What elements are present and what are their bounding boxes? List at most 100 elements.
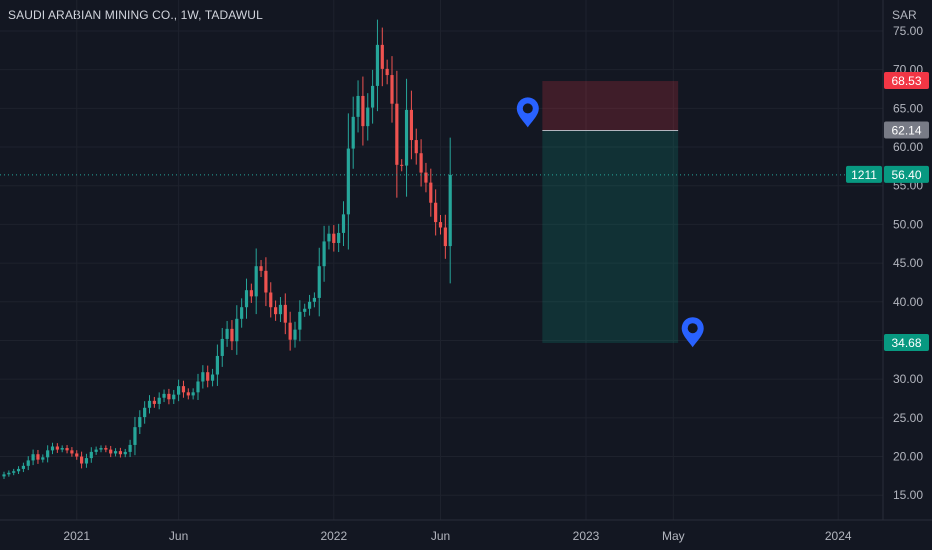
candle (157, 392, 161, 410)
candle (215, 344, 219, 386)
candle (118, 447, 122, 458)
candle (89, 447, 93, 463)
position-tool[interactable] (542, 81, 679, 343)
time-tick-label: 2024 (825, 529, 852, 543)
candle (99, 445, 103, 453)
candle (298, 300, 302, 342)
candle (220, 327, 224, 367)
candle (288, 311, 292, 351)
candle (244, 278, 249, 319)
candle (341, 201, 346, 247)
price-tick-label: 30.00 (893, 372, 923, 386)
take-profit-zone[interactable] (542, 130, 679, 343)
candle (240, 298, 244, 328)
price-tick-label: 75.00 (893, 24, 923, 38)
candle (143, 401, 147, 424)
candle (21, 462, 25, 473)
candle (31, 449, 35, 466)
entry-marker[interactable] (516, 97, 539, 128)
candle (274, 300, 278, 321)
candle (429, 168, 433, 217)
candle (264, 257, 268, 307)
candle (36, 449, 40, 464)
time-axis[interactable]: 2021 Jun 2022 Jun 2023 May 2024 (63, 529, 851, 543)
candle (443, 214, 447, 259)
time-tick-label: 2023 (573, 529, 600, 543)
candle (332, 225, 336, 252)
currency-label: SAR (892, 8, 917, 22)
price-tag (884, 72, 929, 90)
candle (128, 439, 132, 458)
candle (162, 389, 166, 403)
candle (123, 448, 127, 458)
candle (152, 396, 156, 408)
price-tick-label: 50.00 (893, 217, 923, 231)
candle (283, 293, 287, 335)
candle (303, 303, 307, 317)
candle (230, 320, 234, 351)
candle (7, 470, 11, 477)
stop-loss-zone[interactable] (542, 81, 679, 131)
candle (424, 162, 428, 193)
candle (278, 297, 283, 323)
candle (375, 19, 380, 112)
price-tag-label: 34.68 (891, 336, 921, 350)
candle (177, 379, 181, 402)
volume-tag (846, 165, 882, 183)
candle (55, 443, 59, 453)
candle (181, 380, 186, 398)
candle (46, 445, 50, 463)
candle (104, 445, 108, 453)
candle (75, 450, 79, 460)
candle (317, 247, 321, 317)
price-tags: 68.53 62.14 56.40 34.68 1211 (846, 72, 929, 351)
candle (438, 215, 443, 235)
price-tag-label: 62.14 (891, 123, 921, 137)
candle (210, 368, 215, 387)
markers[interactable] (516, 97, 704, 348)
candle (65, 445, 69, 454)
candle (409, 90, 413, 160)
candle (395, 70, 399, 198)
candle (80, 451, 84, 469)
candle (84, 453, 89, 468)
candle (371, 69, 375, 124)
candle (366, 93, 370, 141)
price-tick-label: 25.00 (893, 411, 923, 425)
candle (167, 388, 171, 405)
price-tag-label: 68.53 (891, 74, 921, 88)
candle (50, 442, 55, 455)
candle (390, 56, 394, 123)
candle (312, 292, 316, 308)
candle (434, 189, 438, 236)
candle (16, 466, 21, 475)
candle (113, 448, 118, 457)
candle (361, 76, 365, 146)
candle (138, 410, 142, 435)
candle (356, 80, 360, 133)
candle (322, 225, 326, 282)
candle (41, 454, 45, 463)
candle (206, 365, 210, 388)
candle (12, 468, 16, 476)
candle (414, 128, 418, 165)
time-tick-label: 2021 (63, 529, 90, 543)
volume-tag-label: 1211 (851, 168, 877, 182)
candle (70, 447, 74, 457)
price-tick-label: 45.00 (893, 256, 923, 270)
candle (351, 96, 355, 169)
candle (60, 445, 64, 453)
time-tick-label: Jun (431, 529, 450, 543)
candle (404, 78, 409, 197)
time-tick-label: Jun (169, 529, 188, 543)
candle (380, 27, 384, 87)
price-tick-label: 65.00 (893, 101, 923, 115)
candle (448, 137, 452, 284)
candle (346, 113, 350, 250)
candle (225, 320, 229, 347)
candle (254, 248, 258, 315)
target-marker[interactable] (681, 317, 704, 348)
candle (385, 59, 389, 85)
candle (259, 260, 263, 278)
